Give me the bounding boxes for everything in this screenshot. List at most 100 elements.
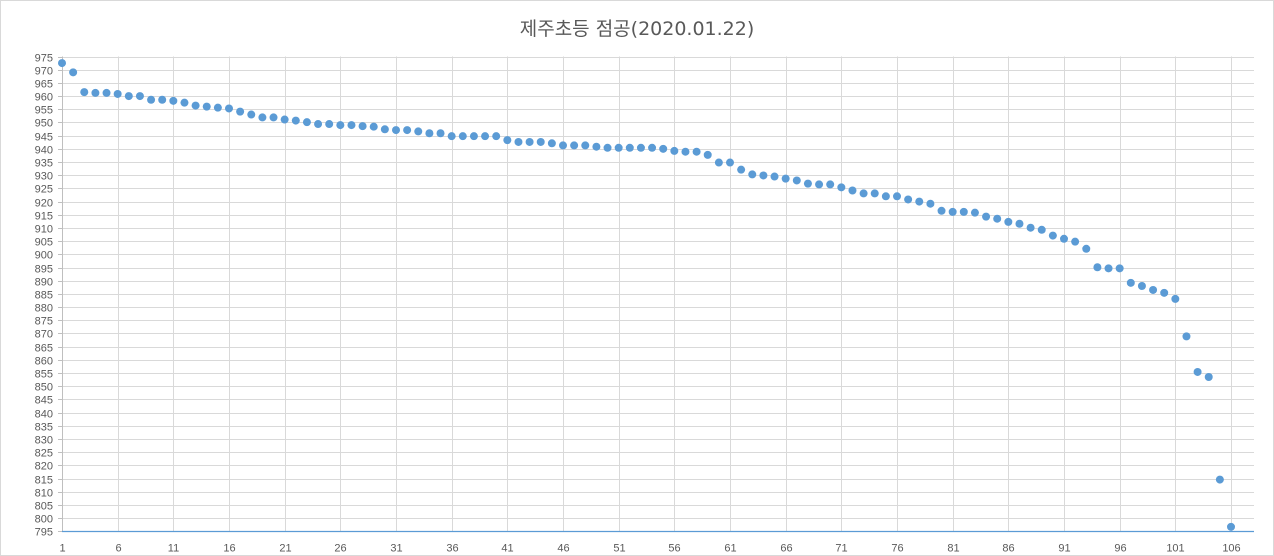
y-tick-label: 895 [35,264,53,276]
data-point [403,126,412,135]
data-point [236,107,245,116]
data-point [436,129,445,138]
data-point [625,143,634,152]
x-tick-label: 1 [59,542,65,554]
data-point [514,137,523,146]
data-point [559,141,567,150]
y-tick-label: 885 [35,290,53,302]
data-point [670,146,679,155]
y-tick-label: 920 [35,198,53,210]
data-point [1182,332,1191,341]
data-point [269,113,278,122]
data-point [458,132,467,141]
data-point [347,121,356,130]
data-point [69,68,78,77]
x-tick-label: 86 [1002,542,1014,554]
data-point [1160,288,1169,297]
data-point [1215,475,1224,484]
data-point [1093,263,1102,272]
x-axis-labels: 1 6 11 16 21 26 31 36 41 46 51 56 61 66 71 76 81 86 91 96 10… [59,542,1240,554]
data-point [636,143,645,152]
x-tick-label: 16 [223,542,235,554]
y-tick-label: 820 [35,461,53,473]
y-tick-label: 875 [35,316,53,328]
data-point [681,147,690,156]
x-tick-label: 56 [668,542,680,554]
x-tick-label: 26 [334,542,346,554]
data-point [336,121,345,130]
data-point [158,95,167,104]
x-tick-label: 101 [1166,542,1184,554]
data-point [225,104,233,113]
x-tick-label: 11 [168,542,179,554]
data-point [770,172,779,181]
y-tick-label: 925 [35,184,53,196]
data-point [870,189,879,198]
data-point [291,116,300,125]
data-point [469,132,478,141]
x-tick-label: 21 [279,542,291,554]
x-gridlines [118,56,1232,532]
data-point [1227,522,1235,531]
data-point [792,176,801,185]
data-point [603,143,612,152]
data-point [948,207,957,216]
data-point [826,180,835,189]
data-point [926,199,935,208]
x-tick-label: 41 [501,542,513,554]
data-point [993,214,1002,223]
y-tick-label: 975 [35,53,53,65]
data-point [659,144,668,153]
y-tick-label: 905 [35,237,53,249]
data-point [592,142,601,151]
y-tick-label: 795 [35,527,53,539]
y-tick-label: 810 [35,488,53,500]
data-point [414,127,423,136]
y-tick-label: 840 [35,409,53,421]
data-point [703,150,712,159]
y-tick-label: 965 [35,79,53,91]
data-point [815,180,824,189]
y-tick-label: 850 [35,382,53,394]
data-point [837,183,846,192]
data-point [536,137,545,146]
data-point [915,197,924,206]
data-point [180,98,189,107]
axes [58,56,1254,533]
data-point [803,179,812,188]
x-tick-label: 81 [947,542,959,554]
x-tick-label: 96 [1114,542,1126,554]
x-tick-label: 46 [557,542,569,554]
y-tick-label: 855 [35,369,53,381]
data-point [1115,264,1124,273]
x-tick-label: 66 [780,542,792,554]
data-point [726,158,734,167]
data-point [748,170,757,179]
y-axis-labels: 7958008058108158208258308358408458508558… [35,53,53,539]
data-point [481,132,490,141]
data-point [904,195,913,204]
y-tick-label: 960 [35,92,53,104]
data-point [1026,223,1035,232]
data-point [1193,367,1202,376]
data-point [169,96,178,105]
y-tick-label: 910 [35,224,53,236]
y-tick-label: 825 [35,448,53,460]
data-point [1004,217,1013,226]
data-point [325,120,334,129]
data-point [369,122,378,131]
data-point [937,206,946,215]
y-tick-label: 805 [35,501,53,513]
data-point [1060,234,1068,243]
data-point [1082,244,1091,253]
data-point [1048,231,1057,240]
data-point [970,208,979,217]
data-point [1015,219,1024,228]
chart-title: 제주초등 점공(2020.01.22) [519,18,755,40]
y-tick-label: 830 [35,435,53,447]
data-point [959,207,968,216]
data-point [1204,372,1213,381]
data-point [714,158,723,167]
data-point [982,212,991,221]
